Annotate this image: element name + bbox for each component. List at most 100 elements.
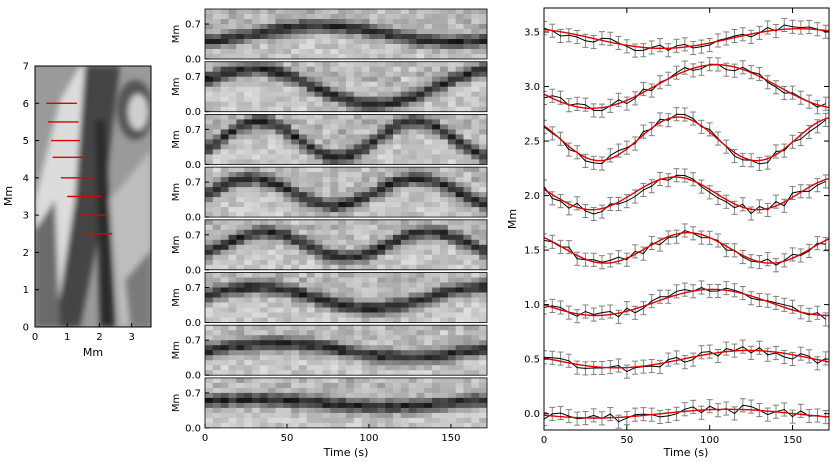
td-pixel [275,312,284,318]
td-pixel [408,219,417,226]
td-pixel [252,259,261,266]
td-pixel [377,154,386,160]
td-pixel [393,355,402,361]
td-pixel [440,106,449,113]
td-pixel [416,219,425,226]
td-pixel [440,49,449,55]
td-pixel [244,39,253,45]
td-pixel [424,345,433,351]
td-pixel [393,219,402,226]
td-pixel [220,417,229,424]
td-pixel [440,407,449,414]
td-pixel [385,71,394,78]
series-slit-6 [544,280,829,327]
td-pixel [291,340,300,346]
td-pixel [377,350,386,356]
td-pixel [393,249,402,256]
td-pixel [291,350,300,356]
td-pixel [330,49,339,55]
td-pixel [385,365,394,371]
td-pixel [212,355,222,361]
td-pixel [244,335,253,341]
td-pixel [361,9,370,15]
td-pixel [479,392,488,399]
td-pixel [330,207,339,213]
td-pixel [228,44,237,50]
td-pixel [463,134,472,140]
td-pixel [283,370,292,376]
td-pixel [440,330,449,336]
td-pixel [416,24,425,30]
td-pixel [314,119,323,125]
td-pixel [244,81,253,88]
td-pixel [361,197,370,203]
td-y-label: Mm [171,341,182,359]
td-pixel [283,397,292,404]
td-pixel [385,312,394,318]
td-pixel [314,412,323,419]
td-pixel [267,61,276,68]
td-pixel [377,382,386,389]
td-pixel [369,212,378,218]
td-pixel [322,154,331,160]
td-pixel [299,172,308,178]
td-pixel [275,287,284,293]
td-y-label: Mm [171,394,182,412]
td-pixel [252,282,261,288]
td-pixel [275,224,284,231]
td-pixel [244,182,253,188]
td-pixel [314,272,323,278]
td-pixel [314,370,323,376]
td-pixel [220,422,229,429]
td-pixel [463,340,472,346]
td-pixel [259,229,269,236]
td-pixel [455,325,464,331]
td-pixel [314,124,323,130]
td-pixel [212,54,222,60]
td-pixel [252,101,261,108]
td-pixel [393,144,402,150]
td-pixel [228,302,237,308]
td-pixel [408,244,417,251]
td-pixel [275,382,284,389]
td-pixel [369,34,378,40]
td-pixel [330,392,339,399]
td-pixel [275,119,284,125]
td-pixel [259,49,269,55]
td-pixel [353,335,363,341]
td-pixel [447,91,457,98]
data-line [544,346,826,373]
td-pixel [369,350,378,356]
td-pixel [369,377,378,384]
td-pixel [275,234,284,241]
td-pixel [306,34,316,40]
td-pixel [432,202,441,208]
td-pixel [353,159,363,165]
td-pixel [267,350,276,356]
td-pixel [455,86,464,93]
td-pixel [432,197,441,203]
td-pixel [416,129,425,135]
td-pixel [205,61,214,68]
td-pixel [416,272,425,278]
td-pixel [283,297,292,303]
td-pixel [275,44,284,50]
td-pixel [479,154,488,160]
td-pixel [252,139,261,145]
td-pixel [275,134,284,140]
td-pixel [259,44,269,50]
td-pixel [361,335,370,341]
td-pixel [252,382,261,389]
td-pixel [267,259,276,266]
td-pixel [299,212,308,218]
td-pixel [455,76,464,83]
td-pixel [471,244,480,251]
td-pixel [259,81,269,88]
td-pixel [361,187,370,193]
td-pixel [393,212,402,218]
td-pixel [432,340,441,346]
td-pixel [361,292,370,298]
td-pixel [463,212,472,218]
td-pixel [353,297,363,303]
td-pixel [479,24,488,30]
